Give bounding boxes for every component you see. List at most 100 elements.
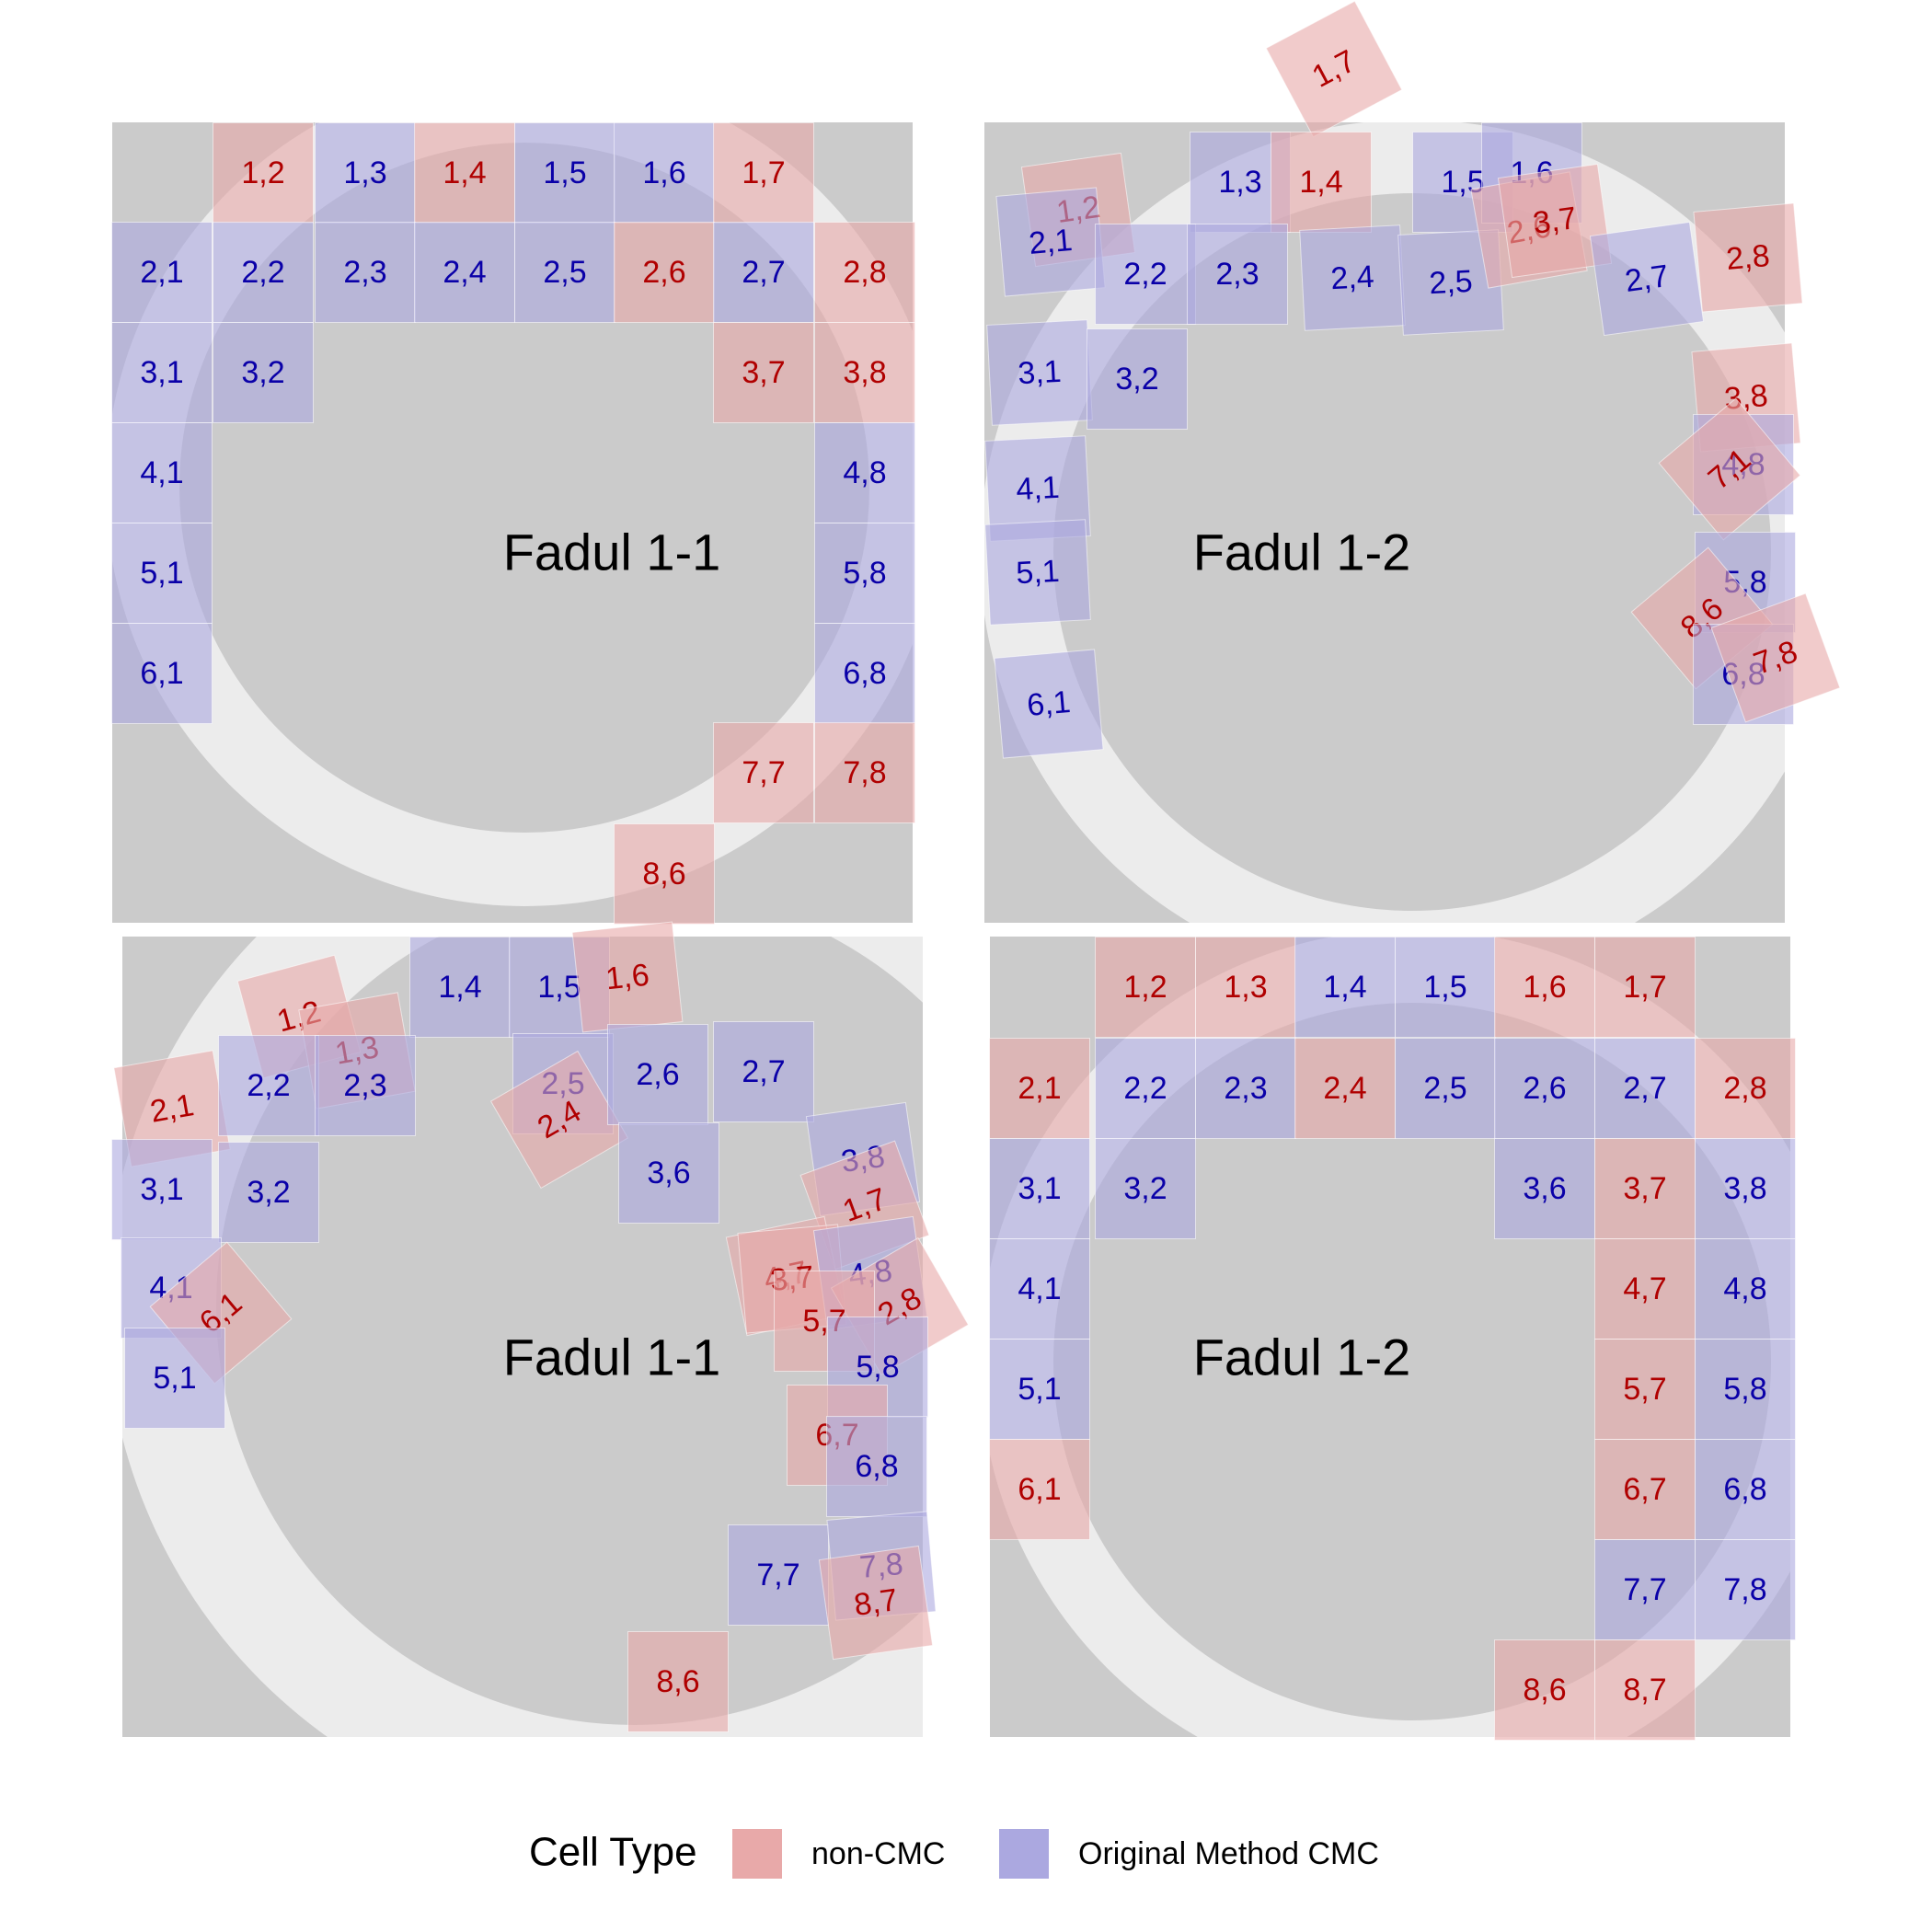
cell-2-7: 2,7 xyxy=(1594,1038,1696,1139)
cell-box xyxy=(614,222,715,323)
cell-label: 6,1 xyxy=(1018,1472,1061,1507)
cell-label: 3,8 xyxy=(843,355,886,390)
cell-1-4: 1,4 xyxy=(414,122,515,224)
cell-label: 2,8 xyxy=(1723,1071,1766,1106)
cell-box xyxy=(1494,1038,1595,1139)
cell-label: 8,6 xyxy=(656,1664,699,1699)
cell-5-1: 5,1 xyxy=(111,523,213,624)
cell-label: 1,2 xyxy=(241,155,284,190)
cell-box xyxy=(1693,202,1803,313)
cell-box xyxy=(814,222,915,323)
cell-label: 2,1 xyxy=(1018,1071,1061,1106)
cell-label: 6,8 xyxy=(1723,1472,1766,1507)
cell-label: 2,8 xyxy=(1725,238,1771,277)
cell-2-4: 2,4 xyxy=(489,1050,629,1190)
cell-7-7: 7,7 xyxy=(713,722,814,823)
cell-3-1: 3,1 xyxy=(111,322,213,423)
cell-2-2: 2,2 xyxy=(213,222,314,323)
cell-5-8: 5,8 xyxy=(814,523,915,624)
cell-3-2: 3,2 xyxy=(1087,328,1188,430)
cell-label: 3,1 xyxy=(140,1172,183,1207)
panel-1: Fadul 1-1 1,2 1,3 1,4 1,5 1,6 1,7 2,1 2,2 2,3 2,4 2… xyxy=(111,122,915,925)
cell-6-1: 6,1 xyxy=(111,623,213,724)
legend-label-cmc: Original Method CMC xyxy=(1078,1836,1379,1871)
cell-box xyxy=(1265,0,1403,138)
cell-2-6: 2,6 xyxy=(607,1024,708,1125)
cell-7-8: 7,8 xyxy=(1710,592,1841,723)
cell-label: 6,1 xyxy=(140,656,183,691)
cell-8-6: 8,6 xyxy=(614,823,715,925)
cell-box xyxy=(111,623,213,724)
cell-box xyxy=(1695,1439,1796,1540)
cell-3-7: 3,7 xyxy=(1497,163,1613,279)
legend-label-non-cmc: non-CMC xyxy=(811,1836,945,1871)
cell-label: 1,7 xyxy=(742,155,785,190)
cell-box xyxy=(1594,1439,1696,1540)
cell-1-7: 1,7 xyxy=(713,122,814,224)
cell-4-1: 4,1 xyxy=(989,1238,1090,1340)
cell-box xyxy=(728,1524,829,1626)
cell-box xyxy=(124,1328,225,1429)
cell-7-1: 7,1 xyxy=(1658,397,1801,541)
cell-box xyxy=(1695,1138,1796,1239)
breech-face-ring xyxy=(984,122,1785,923)
cell-box xyxy=(1594,1038,1696,1139)
cell-1-5: 1,5 xyxy=(1395,937,1496,1038)
cell-box xyxy=(111,222,213,323)
cell-box xyxy=(218,1142,319,1243)
cell-1-3: 1,3 xyxy=(315,122,416,224)
panel-title: Fadul 1-1 xyxy=(503,523,721,581)
cell-1-7: 1,7 xyxy=(1594,937,1696,1038)
cell-3-1: 3,1 xyxy=(989,1138,1090,1239)
cell-1-2: 1,2 xyxy=(1095,937,1196,1038)
cell-box xyxy=(1594,937,1696,1038)
cell-label: 2,1 xyxy=(147,1087,196,1130)
cell-2-6: 2,6 xyxy=(1494,1038,1595,1139)
cell-box xyxy=(111,322,213,423)
legend: Cell Type non-CMC Original Method CMC xyxy=(529,1829,1379,1879)
cell-label: 1,5 xyxy=(537,970,581,1005)
cell-box xyxy=(989,1038,1090,1139)
cell-box xyxy=(814,422,915,523)
cell-label: 1,3 xyxy=(1224,970,1267,1005)
cell-label: 1,4 xyxy=(1299,165,1342,200)
cell-label: 5,1 xyxy=(1018,1372,1061,1407)
cell-1-6: 1,6 xyxy=(614,122,715,224)
cell-label: 4,8 xyxy=(843,455,886,490)
cell-label: 2,3 xyxy=(343,1068,386,1103)
cell-box xyxy=(111,523,213,624)
cell-box xyxy=(1294,937,1396,1038)
cell-box xyxy=(1195,1038,1296,1139)
cell-label: 8,7 xyxy=(852,1582,900,1623)
cell-box xyxy=(814,523,915,624)
cell-label: 8,6 xyxy=(642,857,685,891)
cell-label: 1,3 xyxy=(343,155,386,190)
cell-2-7: 2,7 xyxy=(713,1021,814,1122)
cell-1-2: 1,2 xyxy=(213,122,314,224)
cell-3-6: 3,6 xyxy=(618,1122,719,1224)
cell-label: 2,3 xyxy=(1215,257,1259,292)
cell-1-7: 1,7 xyxy=(1265,0,1403,138)
cell-box xyxy=(315,222,416,323)
panel-4: Fadul 1-2 1,2 1,3 1,4 1,5 1,6 1,7 2,1 2,2 2,3 2,4 2… xyxy=(989,937,1796,1741)
cell-label: 7,8 xyxy=(1723,1572,1766,1607)
cell-2-8: 2,8 xyxy=(1693,202,1803,313)
cell-6-8: 6,8 xyxy=(814,623,915,724)
cell-label: 2,3 xyxy=(343,255,386,290)
cell-box xyxy=(713,722,814,823)
breech-face-ring xyxy=(990,937,1790,1737)
cell-label: 5,1 xyxy=(153,1361,196,1396)
cell-5-8: 5,8 xyxy=(1695,1339,1796,1440)
cell-label: 3,1 xyxy=(1018,1171,1061,1206)
cell-box xyxy=(1594,1639,1696,1741)
cell-box xyxy=(984,519,1091,626)
cell-box xyxy=(1095,1038,1196,1139)
cell-box xyxy=(1494,1138,1595,1239)
cell-box xyxy=(1497,163,1613,279)
cell-1-4: 1,4 xyxy=(1271,132,1372,233)
cell-box xyxy=(614,823,715,925)
cell-2-8: 2,8 xyxy=(814,222,915,323)
cell-box xyxy=(814,722,915,823)
cell-3-7: 3,7 xyxy=(713,322,814,423)
cell-label: 1,5 xyxy=(543,155,586,190)
